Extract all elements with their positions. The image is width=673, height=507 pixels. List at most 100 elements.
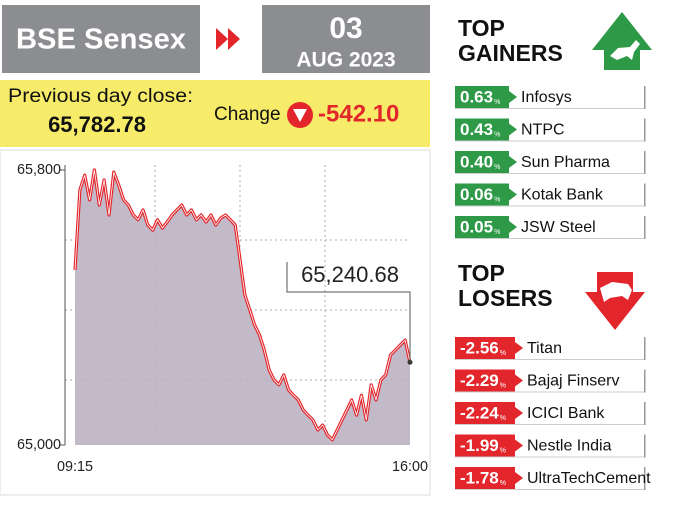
list-title: TOP [458,15,505,41]
annotation: 65,240.68 [301,262,399,287]
value: 0.06 [460,185,493,204]
bear [600,282,632,302]
row-edge [644,434,646,458]
value-box [455,337,515,359]
date-day: 03 [329,12,362,45]
change: -542.10 [318,100,399,127]
arrows-icon [216,28,240,50]
row-underline [455,424,645,425]
unit: % [500,447,506,454]
y-tick-label: 65,000 [17,436,61,453]
row-underline [455,205,645,207]
row-edge [644,183,646,207]
area [75,170,410,445]
row-underline [455,108,645,109]
value-box [455,434,515,457]
row-underline [455,391,645,393]
value: -1.99 [460,436,499,455]
value-box [455,216,509,238]
value: -2.29 [460,371,499,390]
name: JSW Steel [521,219,596,236]
pointer [515,439,523,452]
value-box [455,86,509,108]
row-edge [644,369,646,393]
value-box [455,369,515,392]
row-underline [455,140,645,142]
line-highlight [74,169,411,441]
row-underline [455,456,645,458]
list-title: GAINERS [458,40,563,66]
date-box [262,5,430,73]
pointer [515,374,523,387]
unit: % [500,480,506,487]
name: Nestle India [527,438,612,455]
previous-close: 65,782.78 [48,112,146,137]
value: -1.78 [460,468,499,487]
plot: 65,240.68 65,800 65,000 09:15 16:00 [17,161,428,475]
pointer [509,156,517,168]
value: 0.40 [460,152,493,171]
row-edge [644,118,646,142]
value-box [455,402,515,424]
value-box [455,118,509,141]
name: ICICI Bank [527,405,605,422]
unit: % [500,350,506,357]
pointer [509,221,517,233]
row-underline [455,173,645,174]
date-month-year: AUG 2023 [296,49,395,72]
pointer [509,188,517,201]
value-box [455,183,509,206]
unit: % [494,196,500,203]
value: -2.24 [460,403,499,422]
name: NTPC [521,122,565,139]
gainers-icon [592,12,652,70]
name: UltraTechCement [527,470,651,487]
unit: % [494,229,500,236]
row-edge [644,86,646,109]
row-edge [644,216,646,239]
title-box [2,5,200,73]
list-title: LOSERS [458,285,553,311]
change-label: Change [214,104,281,125]
name: Bajaj Finserv [527,373,619,390]
unit: % [500,382,506,389]
unit: % [494,131,500,138]
summary-band [0,80,430,147]
x-tick-label: 16:00 [392,458,428,475]
down-icon-arrow [293,109,307,122]
previous-close-label: Previous day close: [8,86,193,107]
unit: % [494,164,500,171]
row-edge [644,151,646,174]
row-edge [644,467,646,490]
name: Titan [527,340,562,357]
row-underline [455,489,645,490]
list-title: TOP [458,260,505,286]
pointer [509,123,517,136]
x-tick-label: 09:15 [57,458,93,475]
pointer [509,91,517,103]
annotation-leader [286,262,411,363]
unit: % [494,99,500,106]
value-box [455,151,509,173]
row-edge [644,402,646,425]
y-tick-label: 65,800 [17,161,61,178]
row-underline [455,359,645,360]
value: 0.43 [460,120,493,139]
pointer [515,342,523,354]
pointer [515,472,523,484]
value: -2.56 [460,338,499,357]
value: 0.05 [460,217,493,236]
losers-icon [585,272,645,330]
unit: % [500,415,506,422]
name: Kotak Bank [521,187,604,204]
title: BSE Sensex [16,24,186,56]
name: Infosys [521,89,572,106]
name: Sun Pharma [521,154,610,171]
row-underline [455,238,645,239]
pointer [515,407,523,419]
value: 0.63 [460,87,493,106]
value-box [455,467,515,489]
bull [610,40,640,60]
